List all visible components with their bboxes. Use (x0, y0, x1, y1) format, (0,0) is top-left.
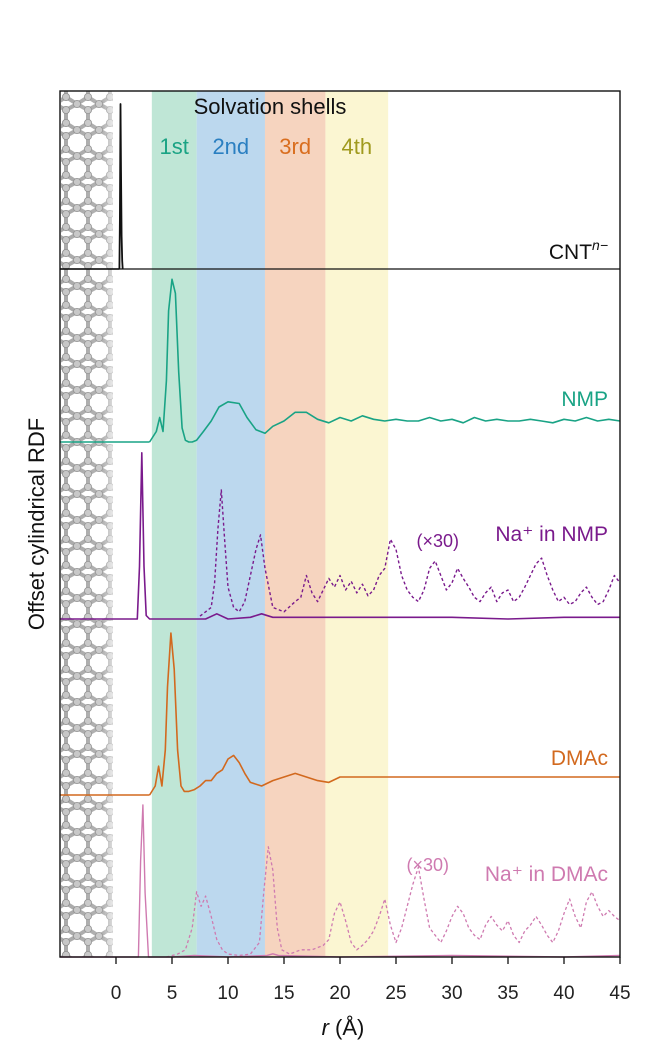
x-axis-ticks: 0 5 10 15 20 25 30 35 40 45 (111, 957, 631, 1004)
x-tick-label: 35 (497, 983, 518, 1004)
nmp-series-line (148, 278, 621, 443)
chart-labels: Solvation shells CNTn− NMP Na⁺ in NMP (×… (24, 94, 608, 1040)
x-axis-unit: (Å) (335, 1015, 364, 1040)
shell-band-4th (325, 91, 389, 957)
shell-label-4th: 4th (342, 134, 373, 159)
y-axis-title: Offset cylindrical RDF (24, 418, 49, 630)
dmac-series-label: DMAc (551, 747, 608, 770)
x-tick-label: 45 (609, 983, 630, 1004)
x-axis-variable: r (322, 1015, 331, 1040)
nmp-series-label: NMP (561, 388, 608, 411)
shell-label-1st: 1st (160, 134, 189, 159)
x-tick-label: 40 (553, 983, 574, 1004)
x-tick-label: 15 (273, 983, 294, 1004)
x-tick-label: 0 (111, 983, 122, 1004)
na-in-nmp-x30-series-line (199, 489, 621, 617)
nanotube-illustration (61, 91, 113, 957)
solvation-shell-regions: 1st 2nd 3rd 4th (151, 91, 389, 957)
shell-band-2nd (196, 91, 265, 957)
na-in-nmp-series-label: Na⁺ in NMP (495, 523, 608, 546)
shell-band-1st (151, 91, 197, 957)
shell-band-3rd (264, 91, 326, 957)
na-in-nmp-multiplier-label: (×30) (416, 531, 459, 551)
cnt-label-superscript: n− (592, 237, 608, 253)
na-in-dmac-series-line (116, 804, 621, 958)
x-tick-label: 20 (329, 983, 350, 1004)
cnt-series-line (118, 103, 124, 270)
cnt-label-base: CNT (549, 241, 592, 264)
na-in-dmac-series-label: Na⁺ in DMAc (485, 863, 608, 886)
na-in-nmp-series-line (116, 452, 620, 620)
solvation-shells-title: Solvation shells (194, 94, 347, 119)
dmac-series-line (148, 632, 620, 796)
x-axis-title: r (Å) (322, 1015, 365, 1040)
na-in-dmac-multiplier-label: (×30) (406, 855, 449, 875)
shell-label-2nd: 2nd (212, 134, 249, 159)
shell-label-3rd: 3rd (279, 134, 311, 159)
x-tick-label: 5 (167, 983, 178, 1004)
x-tick-label: 30 (441, 983, 462, 1004)
x-tick-label: 25 (385, 983, 406, 1004)
cnt-series-label: CNTn− (549, 237, 608, 264)
na-in-dmac-x30-series-line (166, 846, 621, 958)
x-tick-label: 10 (217, 983, 238, 1004)
